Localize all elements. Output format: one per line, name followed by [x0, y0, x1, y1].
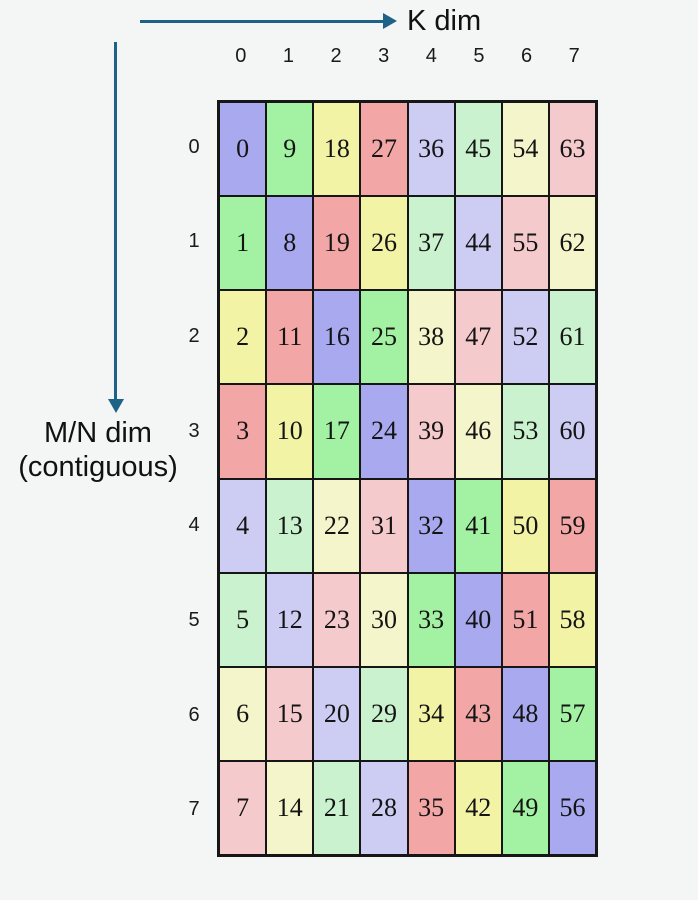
- grid-cell: 52: [501, 290, 549, 385]
- grid-cell: 39: [407, 384, 455, 479]
- grid-cell: 40: [454, 572, 502, 667]
- grid-cell: 56: [548, 760, 596, 855]
- grid-cell: 50: [501, 478, 549, 573]
- column-header: 2: [330, 45, 342, 67]
- grid-cell: 1: [219, 196, 267, 291]
- grid-cell: 5: [219, 572, 267, 667]
- grid-cell: 38: [407, 290, 455, 385]
- grid-cell: 61: [548, 290, 596, 385]
- column-header: 6: [521, 45, 533, 67]
- grid-cell: 58: [548, 572, 596, 667]
- grid-cell: 29: [360, 666, 408, 761]
- column-header: 5: [473, 45, 485, 67]
- grid-cell: 36: [407, 102, 455, 197]
- grid-cell: 15: [266, 666, 314, 761]
- grid-cell: 31: [360, 478, 408, 573]
- grid-cell: 18: [313, 102, 361, 197]
- row-header: 5: [188, 608, 200, 631]
- grid-cell: 13: [266, 478, 314, 573]
- grid-cell: 26: [360, 196, 408, 291]
- row-header: 0: [188, 135, 200, 158]
- grid-cell: 8: [266, 196, 314, 291]
- grid-cell: 16: [313, 290, 361, 385]
- grid-cell: 43: [454, 666, 502, 761]
- row-header: 1: [188, 230, 200, 253]
- row-header: 4: [188, 514, 200, 537]
- grid-cell: 34: [407, 666, 455, 761]
- grid-cell: 55: [501, 196, 549, 291]
- grid-cell: 6: [219, 666, 267, 761]
- grid-cell: 25: [360, 290, 408, 385]
- grid-cell: 21: [313, 760, 361, 855]
- grid-cell: 7: [219, 760, 267, 855]
- grid-cell: 35: [407, 760, 455, 855]
- grid-cell: 45: [454, 102, 502, 197]
- row-header: 6: [188, 703, 200, 726]
- grid-cell: 48: [501, 666, 549, 761]
- grid-cell: 4: [219, 478, 267, 573]
- column-header: 1: [282, 45, 294, 67]
- grid-cell: 17: [313, 384, 361, 479]
- grid-cell: 28: [360, 760, 408, 855]
- grid-cell: 33: [407, 572, 455, 667]
- k-dim-arrow-line: [140, 20, 384, 23]
- k-dim-axis-label: K dim: [407, 5, 482, 37]
- grid-cell: 41: [454, 478, 502, 573]
- grid-cell: 27: [360, 102, 408, 197]
- column-header: 4: [425, 45, 437, 67]
- grid-cell: 60: [548, 384, 596, 479]
- grid-cell: 0: [219, 102, 267, 197]
- row-header: 2: [188, 325, 200, 348]
- grid-cell: 3: [219, 384, 267, 479]
- grid-cell: 30: [360, 572, 408, 667]
- mn-dim-axis-label-line1: M/N dim: [44, 417, 152, 449]
- grid-cell: 24: [360, 384, 408, 479]
- mn-dim-arrow-line: [114, 42, 117, 399]
- grid-cell: 14: [266, 760, 314, 855]
- column-header: 3: [378, 45, 390, 67]
- grid-cell: 59: [548, 478, 596, 573]
- k-dim-arrowhead-icon: [383, 13, 397, 29]
- mn-dim-arrowhead-icon: [107, 399, 124, 413]
- grid-cell: 53: [501, 384, 549, 479]
- grid-cell: 57: [548, 666, 596, 761]
- grid-cell: 12: [266, 572, 314, 667]
- grid-cell: 10: [266, 384, 314, 479]
- grid-cell: 9: [266, 102, 314, 197]
- row-headers: 0 1 2 3 4 5 6 7: [177, 100, 211, 857]
- grid-cell: 42: [454, 760, 502, 855]
- grid-cell: 22: [313, 478, 361, 573]
- row-header: 3: [188, 419, 200, 442]
- grid-cell: 19: [313, 196, 361, 291]
- grid-cell: 20: [313, 666, 361, 761]
- grid-cell: 46: [454, 384, 502, 479]
- grid-cell: 32: [407, 478, 455, 573]
- row-header: 7: [188, 798, 200, 821]
- grid-cell: 63: [548, 102, 596, 197]
- grid-cell: 49: [501, 760, 549, 855]
- column-headers: 0 1 2 3 4 5 6 7: [217, 43, 598, 69]
- grid-cell: 51: [501, 572, 549, 667]
- column-header: 0: [235, 45, 247, 67]
- grid-cell: 2: [219, 290, 267, 385]
- grid-cell: 47: [454, 290, 502, 385]
- mn-dim-axis-label: M/N dim (contiguous): [0, 416, 196, 484]
- column-header: 7: [568, 45, 580, 67]
- grid-cell: 37: [407, 196, 455, 291]
- grid-cell: 23: [313, 572, 361, 667]
- grid-cell: 54: [501, 102, 549, 197]
- matrix-grid: 0 9 18 27 36 45 54 63 1 8 19 26 37 44 55 62 2 11 16 25 38 47 5…: [217, 100, 598, 857]
- mn-dim-axis-label-line2: (contiguous): [18, 451, 178, 483]
- grid-cell: 11: [266, 290, 314, 385]
- grid-cell: 44: [454, 196, 502, 291]
- grid-cell: 62: [548, 196, 596, 291]
